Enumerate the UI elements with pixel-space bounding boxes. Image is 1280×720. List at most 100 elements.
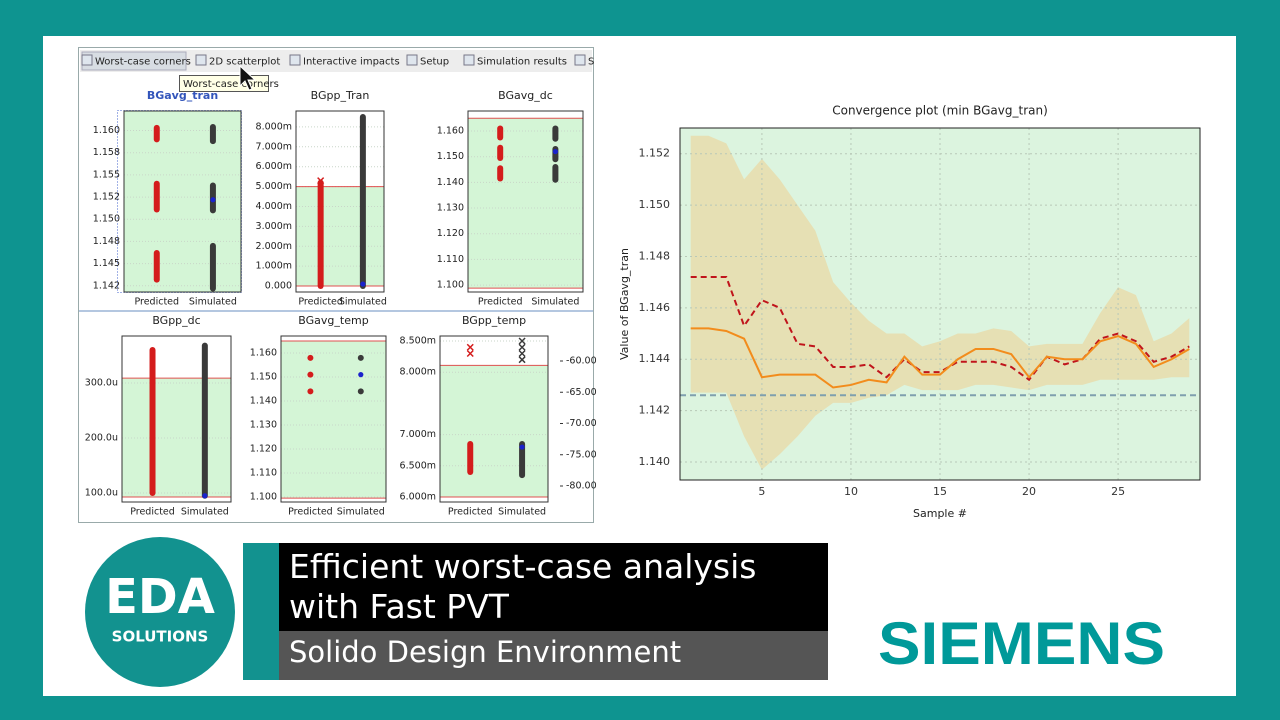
toolbar-tab[interactable]: Setup	[420, 57, 449, 68]
y-tick-label: 1.160	[437, 126, 464, 137]
banner-subtitle-box	[279, 631, 828, 680]
y-tick-label: 1.142	[93, 280, 120, 291]
x-tick-label: Simulated	[189, 297, 237, 308]
y-tick-label: 8.500m	[400, 335, 436, 346]
y-tick-label: 300.0u	[85, 378, 118, 389]
pass-region	[440, 365, 548, 498]
tab-icon	[289, 54, 301, 66]
x-tick-label: Predicted	[298, 297, 343, 308]
toolbar-tab[interactable]: 2D scatterplot	[209, 57, 280, 68]
x-tick-label: 20	[1022, 485, 1036, 498]
outlier-marker	[518, 356, 526, 364]
tab-icon	[574, 54, 586, 66]
y-tick-label: 1.148	[93, 236, 120, 247]
x-tick-label: Predicted	[448, 507, 493, 518]
outlier-marker	[466, 343, 474, 351]
y-tick-label: 1.100	[437, 280, 464, 291]
tab-icon	[195, 54, 207, 66]
y-tick-label: 1.120	[250, 443, 277, 454]
y2-tick-label: -75.00	[566, 449, 597, 460]
plot-frame	[295, 110, 385, 293]
y2-tick-label: -70.00	[566, 418, 597, 429]
outlier-marker	[317, 177, 325, 185]
plot-title: BGpp_temp	[462, 314, 526, 327]
best-point	[202, 493, 208, 499]
y-tick-label: 1.100	[250, 491, 277, 502]
y-tick-label: 8.000m	[400, 367, 436, 378]
cursor	[239, 64, 257, 91]
confidence-band	[690, 135, 1190, 470]
tab-icon	[81, 54, 93, 66]
best-point	[552, 148, 559, 155]
y-tick-label: 4.000m	[256, 201, 292, 212]
tab-icon	[463, 54, 475, 66]
y-tick-label: 2.000m	[256, 241, 292, 252]
plot-frame	[280, 335, 387, 503]
plot-frame	[439, 335, 549, 503]
best-point	[519, 444, 525, 450]
y-tick-label: 1.146	[639, 301, 671, 314]
tab-icon	[406, 54, 418, 66]
y-tick-label: 1.000m	[256, 261, 292, 272]
outlier-marker	[466, 349, 474, 358]
y-tick-label: 1.152	[93, 192, 120, 203]
series-line	[690, 276, 1190, 382]
plot-frame	[679, 127, 1201, 481]
toolbar-tab[interactable]: Worst-case corners	[95, 57, 191, 68]
pass-region	[281, 341, 386, 499]
y-tick-label: 1.150	[437, 151, 464, 162]
y-tick-label: 3.000m	[256, 221, 292, 232]
y-tick-label: 5.000m	[256, 181, 292, 192]
y-tick-label: 1.120	[437, 228, 464, 239]
x-tick-label: Simulated	[498, 507, 546, 518]
y-tick-label: 1.150	[639, 198, 671, 211]
pass-region	[296, 186, 384, 287]
y-tick-label: 1.160	[250, 348, 277, 359]
outlier-marker	[518, 337, 526, 345]
y2-tick-label: -60.00	[566, 356, 597, 367]
y2-tick-label: -65.00	[566, 387, 597, 398]
series-line	[690, 327, 1190, 389]
toolbar-tab[interactable]: Simulation results	[477, 57, 567, 68]
x-tick-label: Predicted	[134, 297, 179, 308]
y-tick-label: 6.000m	[400, 492, 436, 503]
best-point	[358, 372, 364, 378]
pass-region	[124, 111, 241, 292]
y-tick-label: 1.148	[639, 249, 671, 262]
y-tick-label: 1.145	[93, 258, 120, 269]
y-tick-label: 1.142	[639, 404, 671, 417]
logo-tagline: SOLUTIONS	[112, 628, 209, 646]
banner-title-box	[279, 543, 828, 631]
x-tick-label: 5	[758, 485, 765, 498]
y-tick-label: 1.152	[639, 147, 671, 160]
y-tick-label: 1.110	[250, 467, 277, 478]
y-tick-label: 1.110	[437, 254, 464, 265]
toolbar-tab[interactable]: S	[588, 57, 594, 68]
y-tick-label: 1.144	[639, 352, 671, 365]
y-tick-label: 0.000	[265, 281, 292, 292]
plot-title: BGavg_tran	[147, 89, 218, 102]
x-axis-label: Sample #	[913, 507, 967, 520]
chart-title: Convergence plot (min BGavg_tran)	[832, 104, 1048, 118]
toolbar-tab[interactable]: Interactive impacts	[303, 57, 400, 68]
plot-title: BGavg_dc	[498, 89, 553, 102]
logo-name: EDA	[105, 569, 215, 625]
best-point	[210, 197, 216, 203]
outlier-marker	[518, 349, 526, 358]
banner-subtitle: Solido Design Environment	[289, 635, 682, 669]
plot-frame	[123, 110, 242, 293]
y-tick-label: 100.0u	[85, 487, 118, 498]
pass-region	[468, 118, 583, 289]
y-tick-label: 8.000m	[256, 121, 292, 132]
plot-title: BGpp_dc	[152, 314, 200, 327]
y-tick-label: 1.160	[93, 125, 120, 136]
y-tick-label: 6.500m	[400, 460, 436, 471]
x-tick-label: Simulated	[181, 507, 229, 518]
outlier-marker	[518, 343, 526, 351]
banner-title: Efficient worst-case analysis with Fast …	[289, 547, 757, 626]
x-tick-label: Predicted	[478, 297, 523, 308]
y-tick-label: 1.150	[250, 372, 277, 383]
logo-circle	[85, 537, 235, 687]
